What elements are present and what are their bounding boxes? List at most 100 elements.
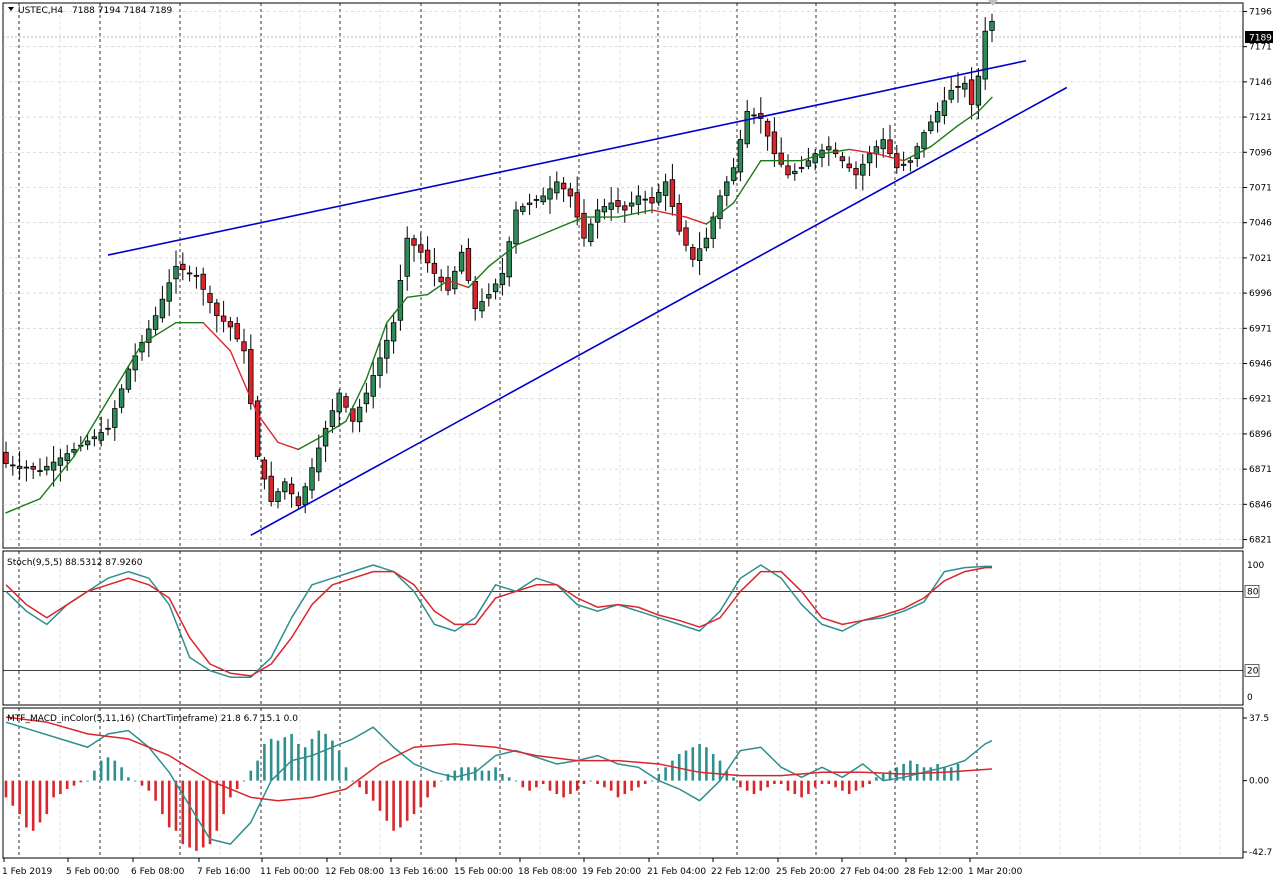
candle	[581, 199, 587, 247]
price-tick-label: 6996	[1249, 289, 1272, 299]
trendlines[interactable]	[107, 59, 1068, 537]
candle	[676, 194, 682, 236]
macd-bar	[705, 747, 708, 781]
macd-bar	[59, 780, 62, 795]
ohlc-readout: 7188 7194 7184 7189	[72, 6, 172, 16]
price-tick-label: 7121	[1249, 113, 1272, 123]
trendline[interactable]	[250, 86, 1068, 537]
candle	[112, 400, 118, 441]
candle	[866, 145, 873, 177]
macd-bar	[603, 780, 606, 788]
price-panel[interactable]: 7196 7171 7146 7121 7096 7071 7046 7021 6996 6971…	[2, 0, 1273, 549]
trendline[interactable]	[107, 59, 1027, 256]
macd-bar	[725, 770, 729, 781]
macd-bar	[637, 780, 640, 788]
candle	[567, 182, 574, 208]
candle	[588, 218, 594, 247]
macd-bar	[181, 780, 185, 845]
macd-bar	[766, 780, 769, 788]
candle	[540, 187, 546, 206]
candle	[200, 267, 206, 306]
candle	[356, 399, 363, 433]
macd-bar	[11, 780, 15, 806]
macd-bar	[718, 760, 722, 781]
candle	[316, 434, 322, 482]
time-tick-label: 12 Feb 08:00	[325, 867, 384, 877]
candle	[64, 444, 70, 472]
macd-bar	[106, 757, 110, 781]
candle	[622, 201, 628, 223]
candle	[492, 278, 499, 300]
macd-bar	[18, 780, 21, 815]
macd-tick-label: 37.5	[1249, 714, 1269, 724]
candle	[37, 458, 43, 477]
candle	[193, 266, 200, 289]
stochastic-axis: 100 80 20 0	[1244, 561, 1264, 703]
macd-bar	[99, 760, 103, 781]
candle	[785, 154, 791, 179]
candle	[499, 257, 506, 296]
macd-bar	[664, 767, 667, 781]
macd-bar	[684, 750, 688, 781]
macd-panel[interactable]: 37.5 0.00 -42.7 MTF_MACD_inColor(5,11,16) …	[2, 707, 1272, 859]
macd-bar	[133, 780, 137, 782]
price-axis: 7196 7171 7146 7121 7096 7071 7046 7021 6996 6971…	[1243, 7, 1272, 546]
candle	[860, 154, 866, 191]
macd-bar	[630, 780, 633, 791]
candle	[744, 99, 750, 149]
macd-bar	[752, 780, 756, 795]
candle	[275, 488, 281, 509]
candle	[683, 220, 689, 252]
macd-bar	[208, 780, 212, 845]
macd-bar	[902, 763, 905, 781]
macd-bar	[609, 780, 613, 791]
macd-bar	[691, 747, 695, 781]
time-tick-label: 15 Feb 00:00	[454, 867, 513, 877]
stochastic-panel[interactable]: 100 80 20 0 Stoch(9,5,5) 88.5312 87.9260	[2, 550, 1264, 706]
price-tick-label: 7146	[1249, 78, 1272, 88]
macd-bar	[875, 777, 878, 781]
candle	[934, 102, 941, 133]
macd-bar	[773, 780, 776, 784]
candle	[826, 136, 832, 166]
macd-bar	[93, 770, 96, 781]
candle	[458, 245, 465, 275]
shift-marker-icon[interactable]	[988, 0, 998, 6]
candle	[10, 455, 16, 476]
candle	[526, 193, 533, 216]
macd-bar	[120, 767, 123, 781]
candle	[798, 156, 805, 173]
candle	[159, 285, 166, 323]
macd-bar	[541, 780, 545, 784]
candle	[642, 190, 648, 214]
candle	[377, 342, 383, 388]
candle	[968, 67, 975, 120]
candle	[506, 236, 512, 287]
symbol-label: USTEC,H4	[18, 6, 63, 16]
current-price-label: 7189	[1249, 34, 1272, 44]
collapse-triangle-icon[interactable]	[8, 7, 14, 11]
price-tick-label: 7096	[1249, 148, 1272, 158]
macd-bar	[419, 780, 423, 808]
macd-bar	[331, 740, 334, 781]
candle	[241, 329, 247, 364]
time-tick-label: 6 Feb 08:00	[131, 867, 185, 877]
macd-bar	[242, 780, 246, 782]
price-tick-label: 6846	[1249, 500, 1272, 510]
macd-bar	[269, 738, 273, 781]
macd-bar	[487, 770, 491, 781]
candle	[254, 395, 261, 460]
macd-bar	[521, 780, 525, 788]
macd-bar	[201, 780, 205, 848]
macd-bar	[249, 770, 253, 781]
price-tick-label: 7046	[1249, 219, 1272, 229]
macd-bar	[358, 780, 361, 788]
macd-bar	[310, 738, 314, 781]
macd-bar	[623, 780, 627, 795]
candle	[778, 137, 784, 168]
macd-bar	[371, 780, 375, 801]
macd-bar	[113, 760, 117, 781]
macd-bar	[528, 780, 531, 791]
macd-tick-label: -42.7	[1249, 848, 1272, 858]
